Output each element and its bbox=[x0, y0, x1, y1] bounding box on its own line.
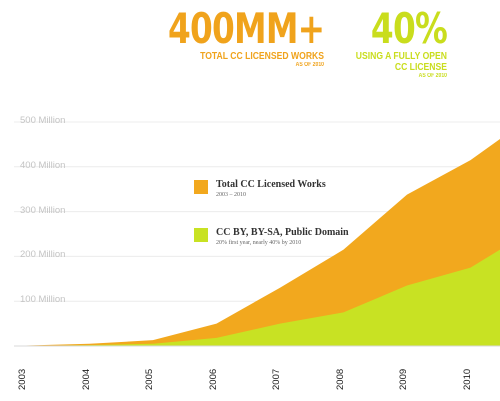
stat-open-note: AS OF 2010 bbox=[418, 73, 447, 79]
y-tick-label: 100 Million bbox=[20, 294, 66, 306]
x-tick-label: 2004 bbox=[80, 368, 92, 390]
stat-open-license: 40% USING A FULLY OPEN CC LICENSE AS OF … bbox=[307, 4, 448, 80]
legend-label-total: Total CC Licensed Works bbox=[216, 179, 326, 190]
legend-open: CC BY, BY-SA, Public Domain 20% first ye… bbox=[194, 227, 349, 247]
stat-total-note: AS OF 2010 bbox=[295, 62, 324, 68]
x-tick-label: 2005 bbox=[144, 368, 155, 390]
x-tick-label: 2007 bbox=[271, 368, 282, 390]
stat-total-label: TOTAL CC LICENSED WORKS bbox=[200, 50, 324, 62]
y-tick-label: 200 Million bbox=[20, 249, 66, 261]
y-tick-label: 500 Million bbox=[20, 115, 66, 126]
legend-note-total: 2003 – 2010 bbox=[216, 192, 246, 198]
legend-swatch-total bbox=[194, 180, 208, 194]
stat-total-value: 400MM+ bbox=[168, 4, 325, 53]
x-tick-label: 2006 bbox=[207, 368, 219, 390]
area-total-works bbox=[26, 139, 500, 346]
x-tick-label: 2010 bbox=[461, 368, 473, 390]
y-tick-label: 300 Million bbox=[20, 204, 66, 216]
y-tick-label: 400 Million bbox=[20, 159, 66, 171]
stat-open-label: USING A FULLY OPEN bbox=[355, 50, 447, 62]
x-tick-label: 2008 bbox=[334, 368, 346, 390]
legend-label-open: CC BY, BY-SA, Public Domain bbox=[216, 227, 349, 238]
area-open-license bbox=[26, 249, 500, 346]
legend-swatch-open bbox=[194, 228, 208, 242]
stat-open-value: 40% bbox=[370, 4, 448, 53]
legend-note-open: 20% first year, nearly 40% by 2010 bbox=[216, 240, 302, 246]
stat-open-label2: CC LICENSE bbox=[394, 61, 447, 73]
stat-total-works: 400MM+ TOTAL CC LICENSED WORKS AS OF 201… bbox=[124, 4, 325, 69]
x-tick-label: 2003 bbox=[17, 368, 28, 390]
legend-total: Total CC Licensed Works 2003 – 2010 bbox=[194, 179, 326, 199]
x-tick-label: 2009 bbox=[398, 368, 409, 390]
